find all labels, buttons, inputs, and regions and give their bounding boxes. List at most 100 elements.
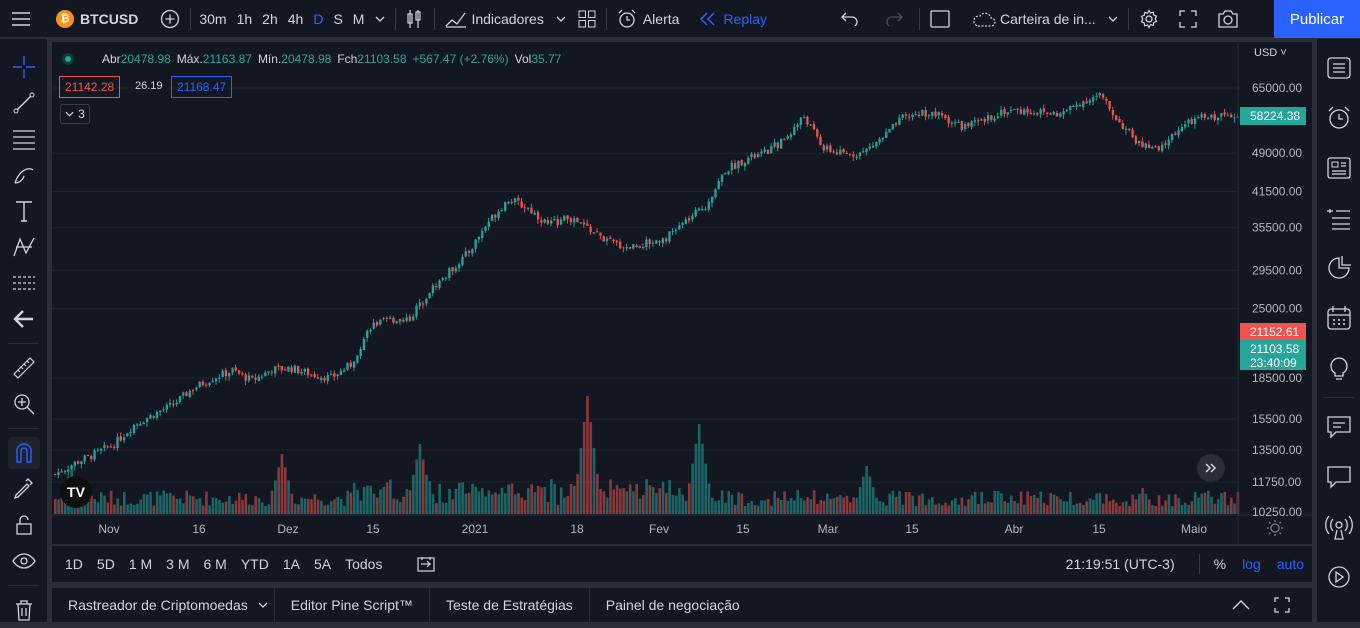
range-1d[interactable]: 1D [65,556,83,572]
ideas-button[interactable] [1317,343,1360,393]
range-ytd[interactable]: YTD [240,556,269,572]
zoom-tool[interactable] [0,386,48,422]
templates-button[interactable] [572,0,602,38]
clock-timezone[interactable]: 21:19:51 (UTC-3) [1065,556,1175,572]
timeframe-2h[interactable]: 2h [262,10,278,27]
buy-price-box[interactable]: 21168.47 [171,76,233,98]
range-5d[interactable]: 5D [96,556,115,572]
trendline-tool[interactable] [0,85,48,121]
timeframe-4h[interactable]: 4h [287,10,304,27]
axis-settings-button[interactable] [1266,519,1284,537]
snapshot-button[interactable] [1203,0,1245,38]
percent-scale-toggle[interactable]: % [1213,556,1227,572]
magnet-tool[interactable] [0,435,48,471]
candle [389,315,392,319]
candle-body [1197,117,1200,119]
range-5a[interactable]: 5A [313,556,332,572]
streams-button[interactable] [1317,502,1360,552]
publish-button[interactable]: Publicar [1274,0,1360,38]
hotlist-panel-button[interactable] [1317,193,1360,243]
candle [343,367,346,373]
compare-button[interactable] [144,0,186,38]
timeframe-dropdown[interactable] [369,0,391,38]
expand-panel-button[interactable] [1224,587,1258,623]
symbol-search[interactable]: ₿ BTCUSD [42,0,144,38]
delete-tool[interactable] [0,592,48,628]
volume-bar [1069,492,1072,514]
candle-body [497,211,500,219]
maximize-panel-button[interactable] [1266,587,1298,623]
chart-type-button[interactable] [400,0,430,38]
fullscreen-button[interactable] [1165,0,1203,38]
tab-trading-panel[interactable]: Painel de negociação [605,597,740,613]
tab-crypto-screener[interactable]: Rastreador de Criptomoedas [52,588,275,622]
candle-body [527,207,530,209]
timeframe-s[interactable]: S [333,10,343,27]
hide-tool[interactable] [0,543,48,579]
price-chart[interactable]: 65000.00 49000.00 41500.00 35500.00 29500.00… [52,42,1312,544]
pattern-tool[interactable] [0,229,48,265]
tab-strategy-tester[interactable]: Teste de Estratégias [430,588,590,622]
indicators-dropdown[interactable] [550,0,572,38]
date-range-button[interactable] [409,546,443,582]
ruler-tool[interactable] [0,350,48,386]
scroll-to-realtime-button[interactable] [1197,454,1225,482]
brush-tool[interactable] [0,157,48,193]
auto-scale-toggle[interactable]: auto [1276,556,1304,572]
volume-bar [329,501,333,514]
chats-button[interactable] [1317,402,1360,452]
text-tool[interactable] [0,193,48,229]
log-scale-toggle[interactable]: log [1242,556,1261,572]
lock-tool[interactable] [0,507,48,543]
sell-price-box[interactable]: 21142.28 [59,76,121,98]
undo-button[interactable] [835,0,865,38]
range-1m[interactable]: 1 M [128,556,153,572]
candle-body [234,367,237,371]
candle-body [1210,114,1213,118]
alert-button[interactable]: Alerta [611,0,686,38]
range-6m[interactable]: 6 M [203,556,227,572]
volume-bar [257,498,261,514]
candle [408,314,412,322]
indicators-collapse-button[interactable]: 3 [60,104,90,124]
data-window-button[interactable] [1317,243,1360,293]
watchlist-panel-button[interactable] [1317,43,1360,93]
fib-tool[interactable] [0,121,48,157]
candle [957,119,960,123]
back-arrow-tool[interactable] [0,301,48,337]
watchlist-button[interactable]: Carteira de in... [956,0,1102,38]
volume-bar [819,499,823,514]
redo-button[interactable] [879,0,909,38]
crosshair-tool[interactable] [0,49,48,85]
timeframe-d[interactable]: D [313,10,324,27]
replay-panel-button[interactable] [1317,552,1360,602]
candle [119,432,122,442]
forecast-tool[interactable] [0,265,48,301]
calendar-button[interactable] [1317,293,1360,343]
stay-drawing-tool[interactable] [0,471,48,507]
settings-button[interactable] [1133,0,1165,38]
timeframe-30m[interactable]: 30m [199,10,227,27]
candle [599,232,602,240]
news-panel-button[interactable] [1317,143,1360,193]
range-3m[interactable]: 3 M [166,556,190,572]
tab-pine-editor[interactable]: Editor Pine Script™ [275,588,430,622]
chart-pane[interactable]: 65000.00 49000.00 41500.00 35500.00 29500.00… [52,42,1312,544]
range-1a[interactable]: 1A [282,556,300,572]
tradingview-logo[interactable]: TV [60,476,92,508]
candle [260,374,264,380]
timeframe-1h[interactable]: 1h [236,10,253,27]
fullscreen-selection-button[interactable] [924,0,956,38]
timeframe-m[interactable]: M [352,10,365,27]
range-todos[interactable]: Todos [345,556,383,572]
volume-bar [464,493,468,514]
minds-button[interactable] [1317,452,1360,502]
watchlist-dropdown[interactable] [1102,0,1124,38]
indicators-button[interactable]: Indicadores [439,0,549,38]
menu-button[interactable] [0,0,42,38]
currency-button[interactable]: USD ˅ [1254,47,1287,59]
alerts-panel-button[interactable] [1317,93,1360,143]
candle-body [1042,108,1046,112]
candle [520,197,523,209]
replay-button[interactable]: Replay [685,0,773,38]
